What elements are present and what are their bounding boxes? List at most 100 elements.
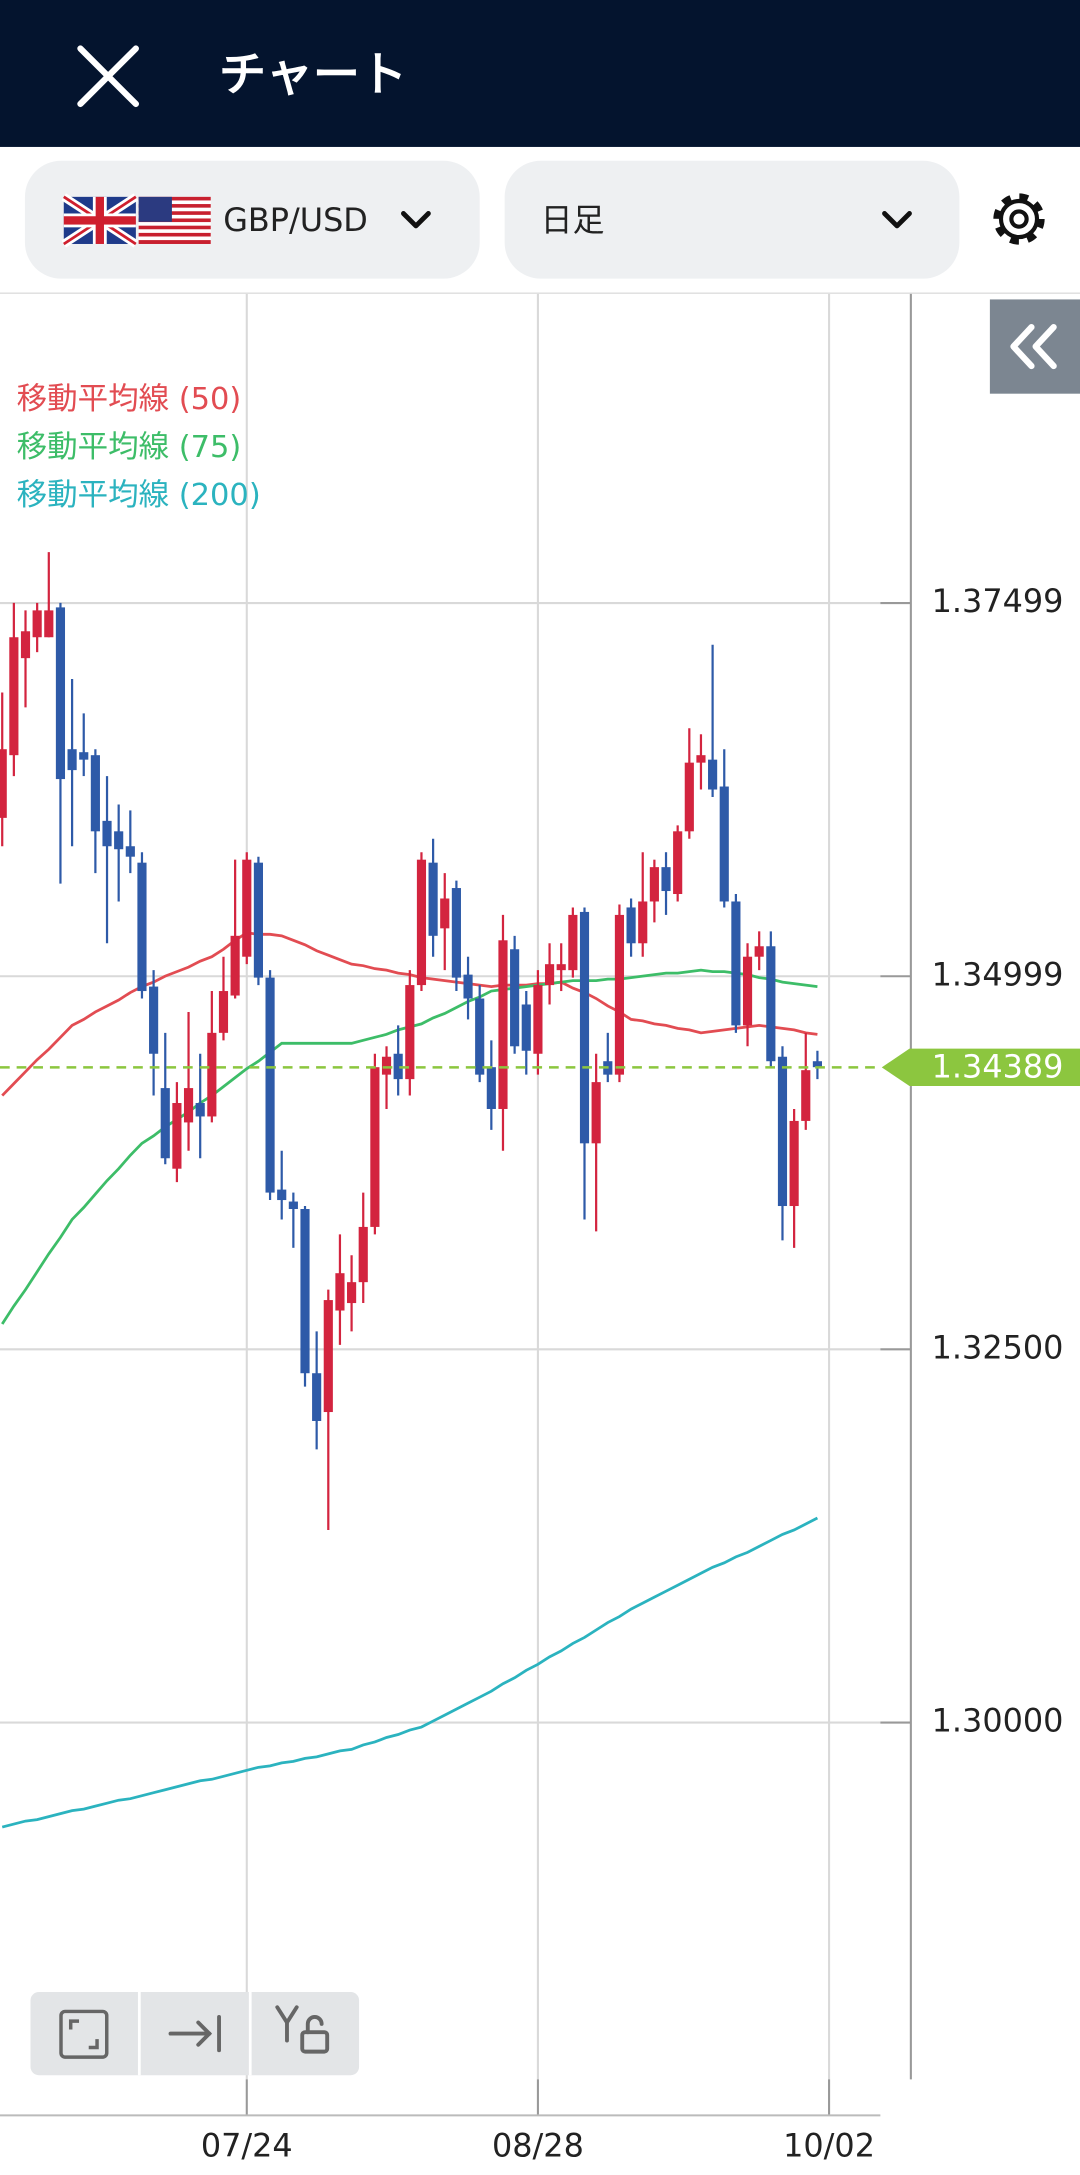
- candle-body: [673, 831, 683, 895]
- candle-body: [137, 862, 147, 992]
- candle-body: [614, 914, 625, 1075]
- candle-body: [486, 1067, 496, 1109]
- candle-body: [381, 1056, 392, 1075]
- candle-body: [102, 820, 112, 847]
- legend-entry: 移動平均線 (200): [17, 478, 261, 513]
- candle-body: [114, 831, 124, 850]
- candle-body: [55, 607, 66, 780]
- candle-body: [67, 749, 77, 771]
- candle-body: [358, 1226, 368, 1283]
- labels: 1.30000 1.32500 1.34999 1.37499 07/24 08/28 10…: [0, 382, 1080, 2164]
- candle-body: [79, 752, 89, 760]
- candle-body: [312, 1373, 322, 1421]
- y-tick-label: 1.34999: [932, 955, 1064, 993]
- candle-body: [370, 1067, 380, 1227]
- candle-body: [347, 1282, 357, 1304]
- candle-body: [766, 946, 776, 1062]
- header-bar: [0, 0, 1080, 147]
- pair-selector[interactable]: [24, 160, 480, 279]
- header-title: チャート: [219, 48, 407, 103]
- x-tick-label: 10/02: [783, 2126, 875, 2164]
- candle-body: [218, 991, 229, 1033]
- candle-body: [416, 859, 427, 986]
- gear-teeth: [993, 193, 1045, 245]
- close-icon: [77, 45, 139, 108]
- candle-body: [428, 862, 438, 936]
- candle-body: [265, 977, 275, 1193]
- ma-line: [1, 1516, 819, 1829]
- candle-body: [626, 907, 636, 944]
- candle-body: [521, 1004, 531, 1051]
- candle-body: [300, 1209, 310, 1374]
- candle-body: [125, 846, 135, 857]
- candle-body: [789, 1120, 799, 1207]
- y-tick-label: 1.37499: [932, 582, 1064, 620]
- candle-body: [160, 1088, 170, 1159]
- scroll-latest-button[interactable]: [168, 2015, 221, 2053]
- candle-body: [533, 985, 543, 1054]
- candle-body: [288, 1201, 298, 1210]
- candle-body: [20, 631, 31, 659]
- legend-entry: 移動平均線 (50): [17, 382, 242, 417]
- candle-body: [696, 755, 706, 763]
- candle-body: [684, 762, 694, 832]
- timeframe-label: 日足: [541, 201, 605, 239]
- candle-body: [544, 964, 555, 986]
- timeframe-selector[interactable]: [504, 160, 960, 279]
- candle-body: [277, 1189, 287, 1201]
- y-tick-label: 1.30000: [932, 1702, 1064, 1740]
- lock-icon: [300, 2030, 330, 2054]
- candle-body: [451, 888, 461, 978]
- candle-body: [149, 986, 159, 1054]
- y-tick-label: 1.32500: [932, 1328, 1064, 1366]
- last-price-label: 1.34389: [932, 1048, 1064, 1086]
- candle-body: [719, 786, 729, 902]
- gear-hole: [1009, 209, 1029, 229]
- candle-body: [777, 1056, 788, 1207]
- candle-body: [556, 964, 566, 971]
- y-lock-button[interactable]: [275, 2005, 330, 2054]
- candles: [0, 552, 822, 1530]
- fit-icon: [88, 2039, 99, 2050]
- collapse-panel-button[interactable]: [989, 299, 1080, 394]
- flag-uk: [61, 193, 139, 248]
- flag-us: [138, 196, 211, 244]
- collapse-icon: [1032, 324, 1057, 370]
- collapse-icon: [1010, 324, 1035, 370]
- candle-body: [323, 1300, 333, 1413]
- candle-body: [335, 1273, 345, 1311]
- timeframe-chevron: [882, 211, 912, 229]
- fit-icon: [68, 2019, 80, 2030]
- candle-body: [568, 914, 578, 971]
- candle-body: [579, 911, 590, 1144]
- chart-tools: [30, 1992, 360, 2076]
- fit-icon: [59, 2009, 109, 2059]
- candle-body: [498, 940, 508, 1109]
- fit-button[interactable]: [59, 2009, 109, 2059]
- x-tick-label: 08/28: [492, 2126, 584, 2164]
- candle-body: [801, 1070, 811, 1121]
- candle-body: [510, 949, 520, 1047]
- candle-body: [742, 956, 753, 1026]
- candle-body: [183, 1088, 194, 1123]
- candle-body: [44, 610, 54, 638]
- candle-body: [207, 1032, 217, 1117]
- candle-body: [230, 935, 240, 996]
- candle-body: [195, 1103, 205, 1117]
- candle-body: [591, 1082, 601, 1144]
- candle-body: [475, 998, 485, 1075]
- candle-body: [440, 898, 450, 929]
- legend-entry: 移動平均線 (75): [17, 430, 242, 465]
- candle-body: [708, 759, 718, 790]
- gear-body: [998, 198, 1040, 240]
- close-button[interactable]: [77, 45, 139, 108]
- x-tick-label: 07/24: [201, 2126, 293, 2164]
- candle-body: [393, 1053, 403, 1080]
- candle-body: [32, 610, 42, 638]
- candle-body: [0, 749, 7, 818]
- candle-body: [463, 974, 473, 999]
- settings-button[interactable]: [993, 193, 1045, 245]
